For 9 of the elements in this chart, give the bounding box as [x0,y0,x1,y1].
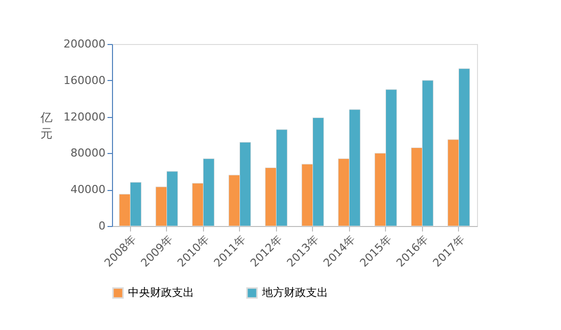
legend-label: 地方财政支出 [261,286,328,299]
y-tick-label: 40000 [70,183,106,196]
y-tick-label: 120000 [64,110,106,124]
y-tick-label: 200000 [64,38,106,50]
y-tick-label: 80000 [70,146,106,160]
y-tick-label: 0 [98,220,106,232]
y-tick-label: 160000 [64,74,106,87]
y-axis-title: 亿元 [40,110,52,140]
legend-label: 中央财政支出 [128,286,194,299]
